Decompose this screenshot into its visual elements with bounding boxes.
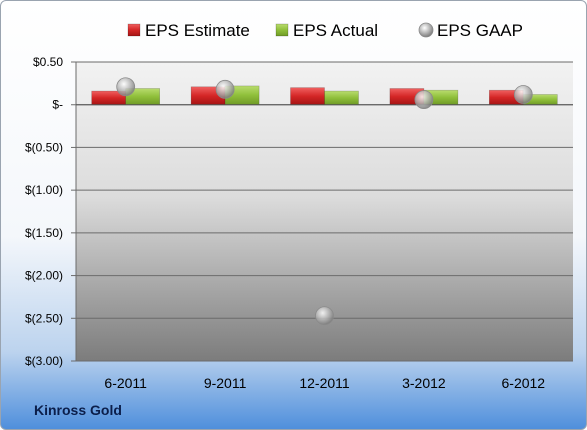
legend-swatch: [275, 23, 289, 37]
y-tick-label: $(2.00): [25, 269, 63, 283]
y-tick-label: $-: [52, 98, 63, 112]
y-tick-label: $(3.00): [25, 354, 63, 368]
eps-gaap-marker: [116, 77, 136, 97]
x-tick-label: 9-2011: [204, 375, 247, 391]
y-tick-label: $(1.00): [25, 183, 63, 197]
legend-marker: [418, 22, 434, 38]
company-label: Kinross Gold: [34, 402, 122, 418]
legend-label: EPS GAAP: [437, 21, 523, 40]
y-tick-label: $(2.50): [25, 311, 63, 325]
legend-swatch: [127, 23, 141, 37]
eps-gaap-marker: [315, 306, 334, 326]
y-tick-label: $(1.50): [25, 226, 63, 240]
legend-label: EPS Actual: [293, 21, 378, 40]
bar-eps-actual: [324, 90, 359, 106]
eps-gaap-marker: [215, 79, 235, 99]
x-tick-label: 6-2011: [104, 375, 147, 391]
y-tick-label: $0.50: [33, 55, 63, 69]
bar-eps-estimate: [290, 87, 325, 106]
eps-gaap-marker: [414, 90, 434, 109]
y-tick-label: $(0.50): [25, 140, 63, 154]
x-tick-label: 6-2012: [502, 375, 546, 391]
legend-label: EPS Estimate: [145, 21, 250, 40]
eps-gaap-marker: [513, 85, 533, 104]
x-tick-label: 3-2012: [402, 375, 446, 391]
x-tick-label: 12-2011: [299, 375, 350, 391]
